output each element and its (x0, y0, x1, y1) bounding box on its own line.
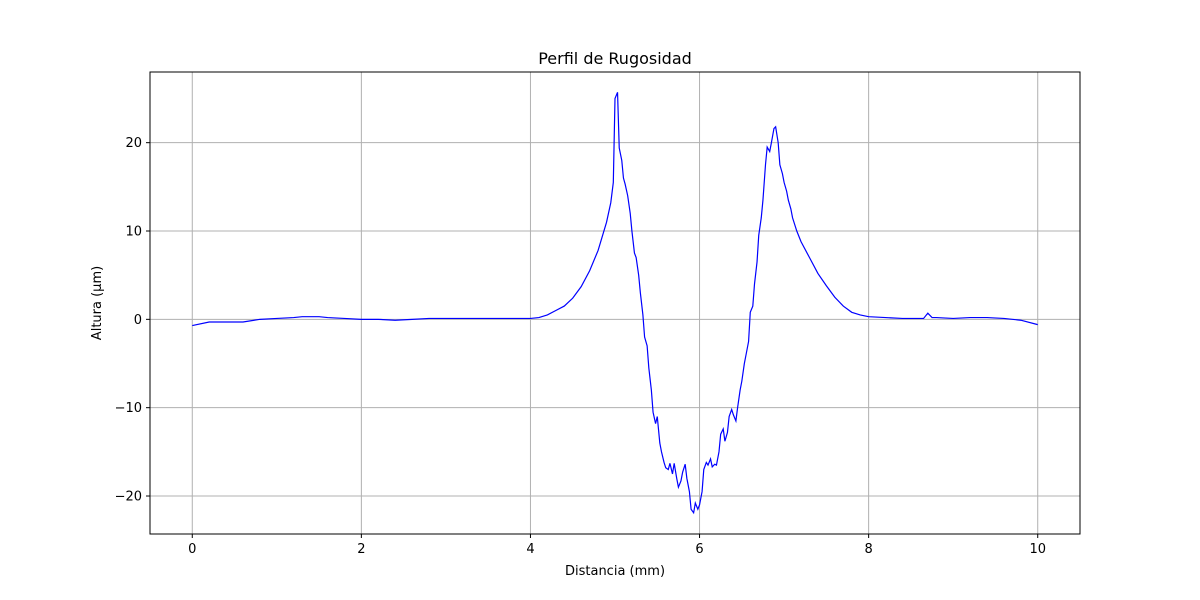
plot-frame (149, 71, 1081, 535)
profile-line (192, 92, 1038, 515)
x-tick-label: 2 (357, 542, 365, 557)
x-tick-label: 4 (526, 542, 534, 557)
x-axis: 0 2 4 6 8 10 (188, 534, 1046, 557)
y-tick-label: −10 (115, 401, 142, 416)
x-tick-label: 10 (1029, 542, 1046, 557)
y-tick-label: 0 (134, 313, 142, 328)
x-axis-label: Distancia (mm) (565, 564, 665, 579)
x-tick-label: 6 (695, 542, 703, 557)
x-tick-label: 8 (864, 542, 872, 557)
y-tick-label: 10 (125, 225, 142, 240)
grid (150, 72, 1080, 534)
chart-title: Perfil de Rugosidad (538, 49, 692, 68)
y-axis: −20 −10 0 10 20 (115, 136, 150, 505)
y-tick-label: −20 (115, 490, 142, 505)
y-tick-label: 20 (125, 136, 142, 151)
y-axis-label: Altura (µm) (90, 266, 105, 340)
x-tick-label: 0 (188, 542, 196, 557)
